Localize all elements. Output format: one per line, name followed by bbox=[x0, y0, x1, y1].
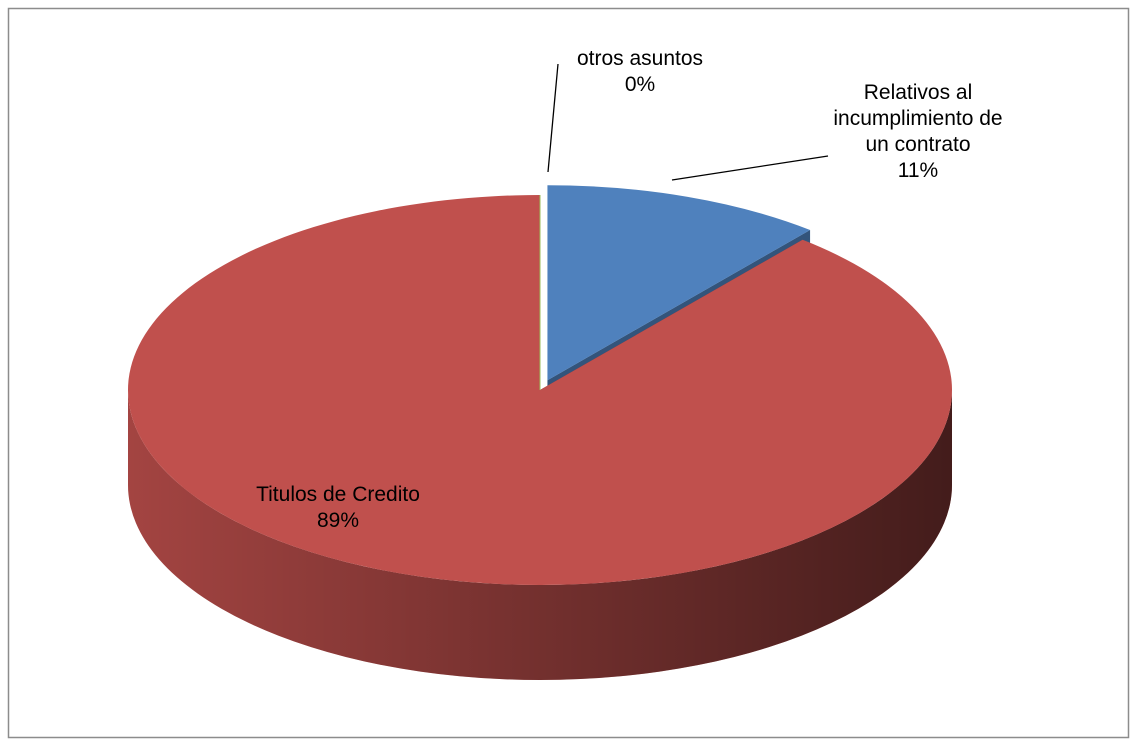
category-label: Relativos al incumplimiento de un contra… bbox=[833, 81, 1003, 156]
category-label: otros asuntos bbox=[576, 47, 704, 70]
data-label: Titulos de Credito 89% bbox=[218, 482, 458, 534]
value-label: 11% bbox=[897, 159, 939, 182]
value-label: 89% bbox=[316, 509, 360, 532]
data-label: otros asuntos 0% bbox=[540, 46, 740, 98]
leader-line bbox=[547, 63, 559, 173]
top-layer bbox=[127, 185, 952, 585]
slice-side-shade bbox=[128, 390, 952, 680]
category-label: Titulos de Credito bbox=[256, 483, 420, 506]
data-label: Relativos al incumplimiento de un contra… bbox=[828, 80, 1008, 184]
value-label: 0% bbox=[624, 73, 656, 96]
pie-slice bbox=[547, 185, 811, 381]
leader-line bbox=[671, 155, 829, 181]
